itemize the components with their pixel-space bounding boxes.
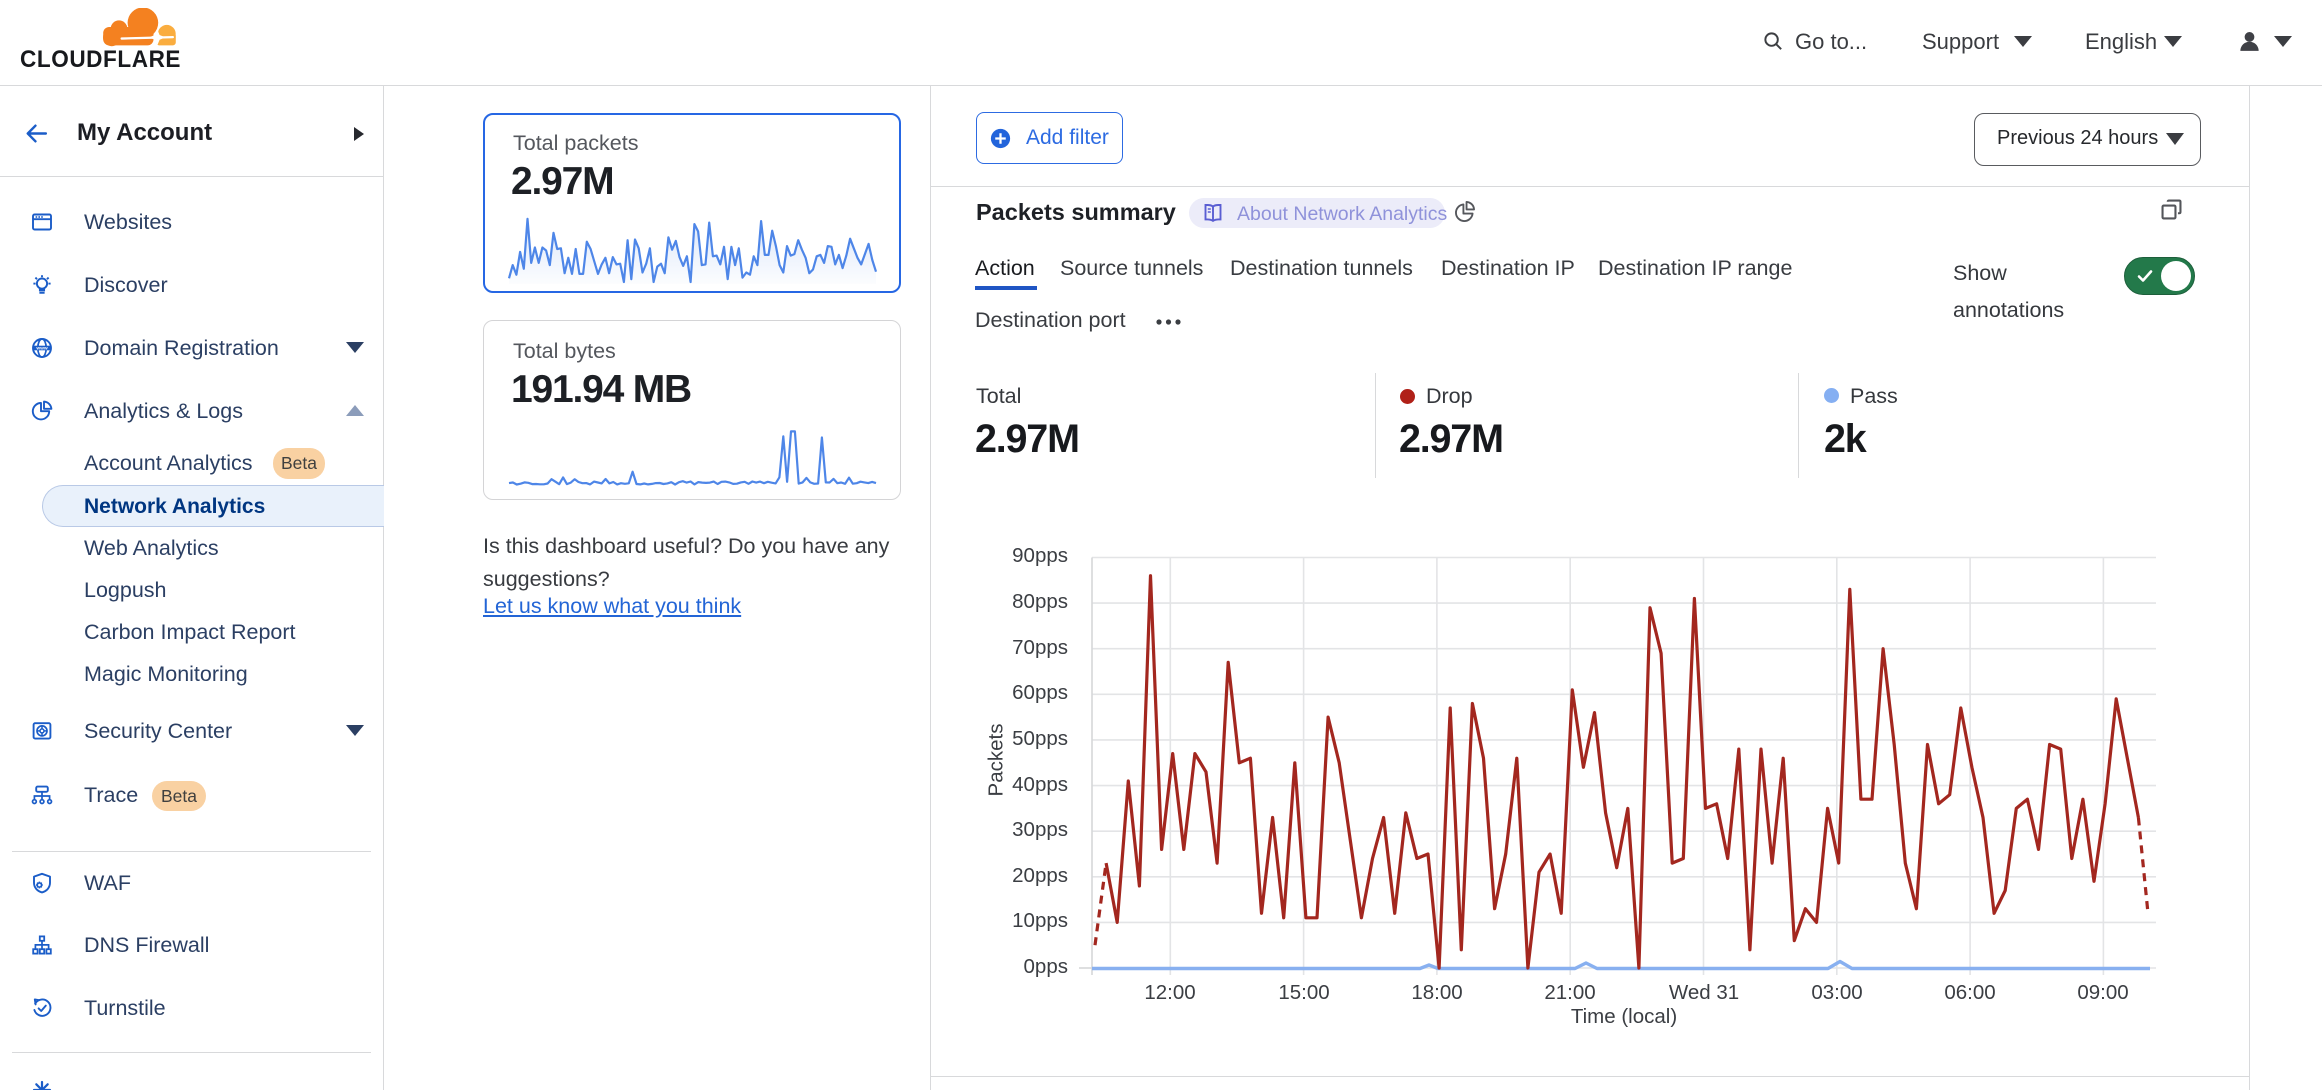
svg-text:WWW: WWW [36, 346, 48, 351]
